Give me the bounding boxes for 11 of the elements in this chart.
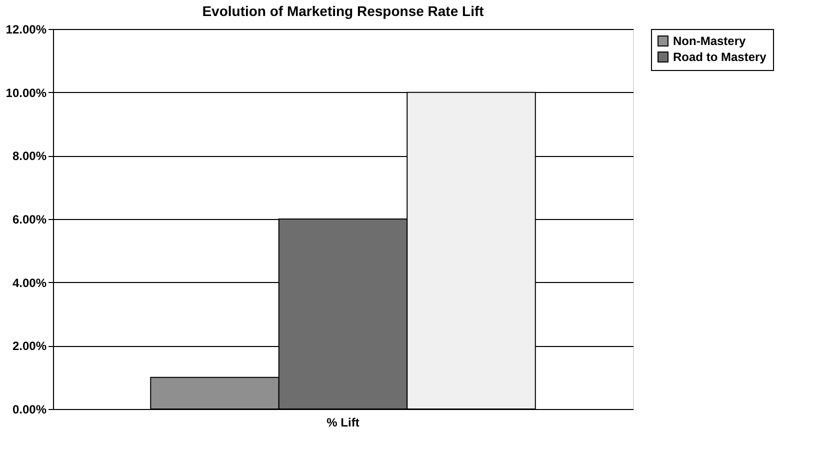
x-tick-label: % Lift	[326, 416, 360, 430]
legend-label: Non-Mastery	[673, 34, 746, 48]
y-tick-label: 6.00%	[12, 212, 47, 226]
y-tick-label: 4.00%	[12, 276, 47, 290]
y-tick-label: 10.00%	[6, 86, 47, 100]
y-tick-label: 8.00%	[12, 149, 47, 164]
y-tick-label: 12.00%	[6, 22, 47, 36]
chart-title: Evolution of Marketing Response Rate Lift	[202, 3, 484, 19]
legend-label: Road to Mastery	[673, 50, 767, 64]
y-tick-label: 2.00%	[12, 339, 47, 354]
y-tick-label: 0.00%	[12, 402, 47, 416]
